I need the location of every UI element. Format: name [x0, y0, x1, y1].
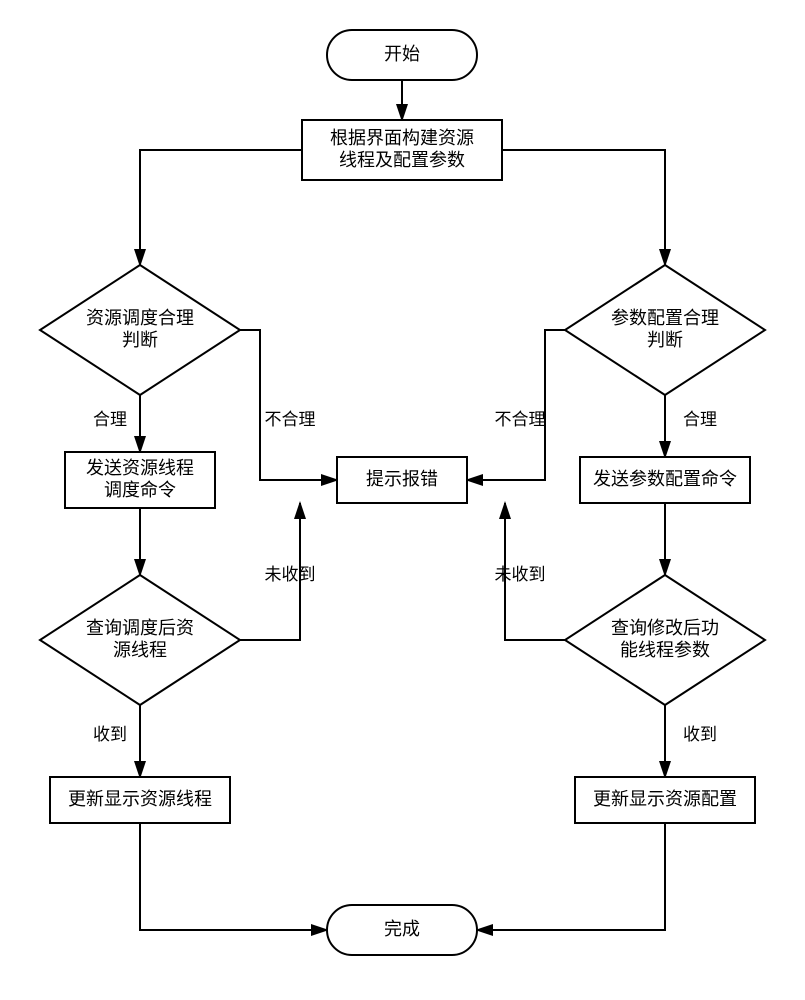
node-queryL: 查询调度后资源线程 — [40, 575, 240, 705]
svg-text:参数配置合理: 参数配置合理 — [611, 308, 719, 328]
svg-text:判断: 判断 — [122, 330, 158, 350]
node-end: 完成 — [327, 905, 477, 955]
node-sendR: 发送参数配置命令 — [580, 457, 750, 503]
edge — [140, 150, 302, 265]
svg-text:开始: 开始 — [384, 44, 420, 64]
edge-label: 收到 — [93, 725, 127, 744]
node-start: 开始 — [327, 30, 477, 80]
svg-text:根据界面构建资源: 根据界面构建资源 — [330, 128, 474, 148]
edge — [467, 330, 565, 480]
node-decL: 资源调度合理判断 — [40, 265, 240, 395]
svg-text:更新显示资源配置: 更新显示资源配置 — [593, 789, 737, 809]
edge-label: 合理 — [683, 410, 717, 429]
edge-label: 不合理 — [265, 410, 316, 429]
svg-text:源线程: 源线程 — [113, 640, 167, 660]
edge — [477, 823, 665, 930]
node-error: 提示报错 — [337, 457, 467, 503]
edge-label: 未收到 — [265, 565, 316, 584]
edge — [502, 150, 665, 265]
svg-text:发送资源线程: 发送资源线程 — [86, 458, 194, 478]
svg-text:资源调度合理: 资源调度合理 — [86, 308, 194, 328]
node-build: 根据界面构建资源线程及配置参数 — [302, 120, 502, 180]
edge-label: 收到 — [683, 725, 717, 744]
svg-text:发送参数配置命令: 发送参数配置命令 — [593, 469, 737, 489]
svg-text:更新显示资源线程: 更新显示资源线程 — [68, 789, 212, 809]
edge — [140, 823, 327, 930]
node-sendL: 发送资源线程调度命令 — [65, 452, 215, 508]
edge-label: 合理 — [93, 410, 127, 429]
svg-text:能线程参数: 能线程参数 — [620, 640, 710, 660]
node-updateR: 更新显示资源配置 — [575, 777, 755, 823]
svg-text:查询修改后功: 查询修改后功 — [611, 618, 719, 638]
edge-label: 不合理 — [495, 410, 546, 429]
svg-text:查询调度后资: 查询调度后资 — [86, 618, 194, 638]
edge-label: 未收到 — [495, 565, 546, 584]
svg-text:调度命令: 调度命令 — [104, 480, 176, 500]
flowchart: 开始根据界面构建资源线程及配置参数资源调度合理判断参数配置合理判断发送资源线程调… — [0, 0, 805, 1000]
svg-text:完成: 完成 — [384, 919, 420, 939]
node-updateL: 更新显示资源线程 — [50, 777, 230, 823]
svg-text:提示报错: 提示报错 — [366, 469, 438, 489]
node-decR: 参数配置合理判断 — [565, 265, 765, 395]
edge — [240, 330, 337, 480]
svg-text:判断: 判断 — [647, 330, 683, 350]
node-queryR: 查询修改后功能线程参数 — [565, 575, 765, 705]
svg-text:线程及配置参数: 线程及配置参数 — [339, 150, 465, 170]
